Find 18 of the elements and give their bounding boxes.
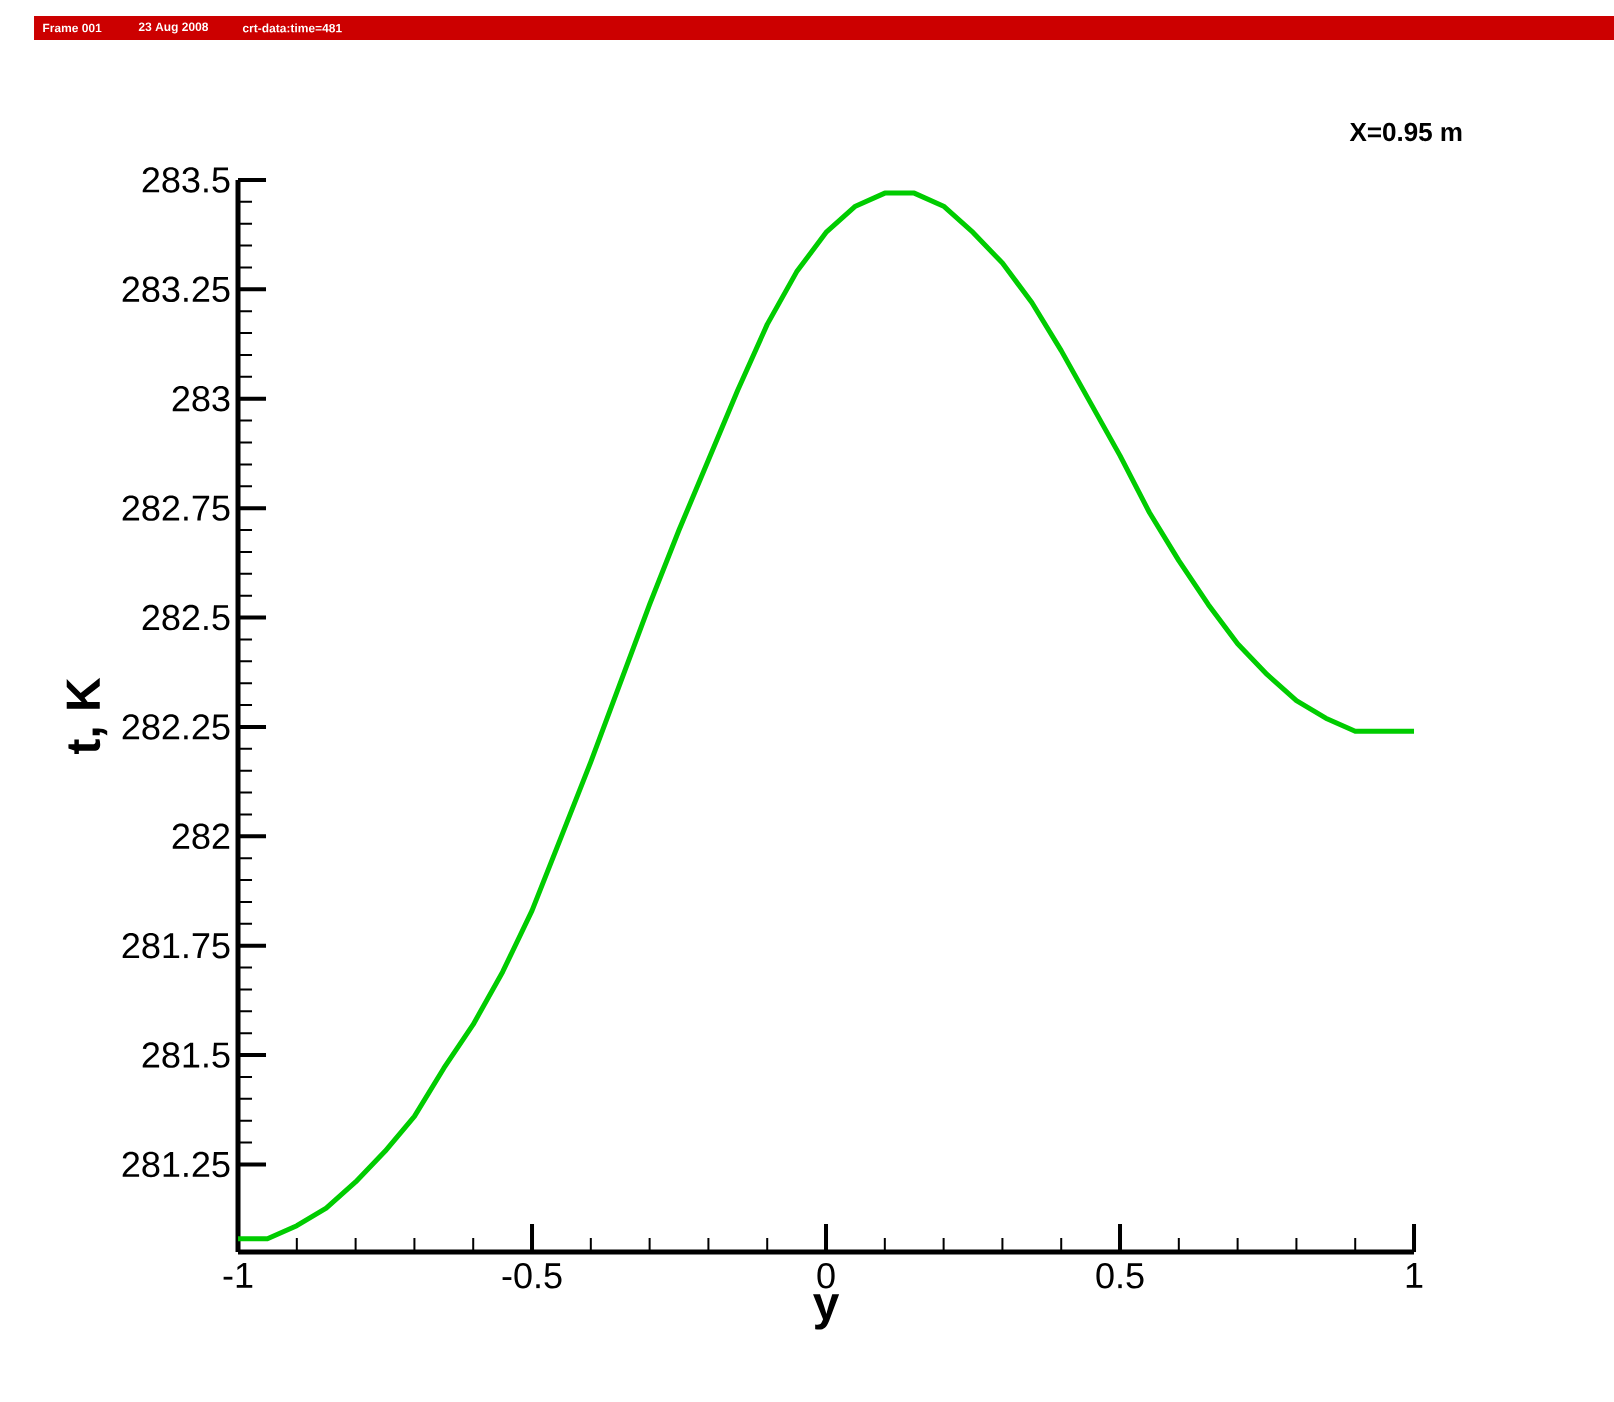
y-tick-label: 282.5: [142, 604, 230, 631]
x-tick-label: 0.5: [1096, 1263, 1144, 1289]
text: X=0.95 m: [1349, 122, 1462, 142]
y-tick-label: 283.5: [142, 167, 230, 193]
x-tick-label: 0: [817, 1263, 835, 1289]
y-tick-label: 283: [172, 386, 230, 412]
y-tick-label: 282: [172, 823, 230, 850]
x-axis-title: y: [813, 1294, 840, 1330]
x-tick-label: -0.5: [502, 1263, 562, 1289]
y-tick-label: 281.5: [142, 1042, 230, 1068]
x-tick-label: 1: [1406, 1262, 1423, 1288]
y-tick-label: 282.25: [122, 714, 230, 740]
y-tick-label: 281.25: [122, 1151, 230, 1178]
y-tick-label: 282.75: [122, 495, 230, 521]
y-tick-label: 283.25: [122, 276, 230, 303]
y-axis-title: t, K: [66, 677, 108, 755]
y-tick-label: 281.75: [122, 932, 230, 959]
x-tick-label: -1: [223, 1262, 253, 1288]
